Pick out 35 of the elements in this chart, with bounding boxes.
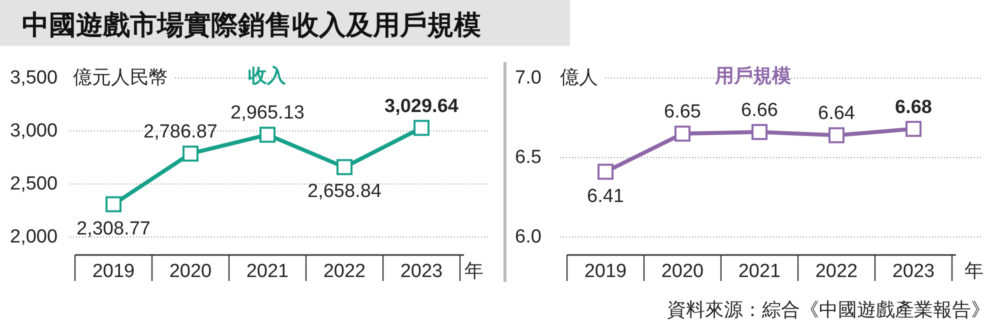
x-tick-label: 2019 xyxy=(584,261,627,282)
chart-title: 用戶規模 xyxy=(714,65,791,87)
x-axis-title: 年 xyxy=(464,261,484,282)
text: 中國遊戲市場實際銷售收入及用戶規模 xyxy=(22,10,481,40)
text: 6.66 xyxy=(741,100,778,122)
x-tick-label: 2021 xyxy=(738,261,781,282)
source-note: 資料來源：綜合《中國遊戲產業報告》 xyxy=(667,300,990,321)
y-tick-label: 6.5 xyxy=(515,147,542,168)
text: 2,658.84 xyxy=(308,181,382,202)
y-tick-label: 7.0 xyxy=(515,68,542,88)
y-axis-title: 億人 xyxy=(560,68,598,88)
text: 2,965.13 xyxy=(230,102,304,124)
x-tick-label: 2020 xyxy=(169,261,212,282)
x-tick-label: 2023 xyxy=(400,261,443,282)
y-tick-label: 3,000 xyxy=(10,120,58,142)
text: 2,786.87 xyxy=(144,122,218,143)
text: 3,029.64 xyxy=(384,96,458,117)
x-tick-label: 2021 xyxy=(246,261,289,282)
text: 2,308.77 xyxy=(76,218,150,240)
y-tick-label: 6.0 xyxy=(515,226,542,248)
x-tick-label: 2022 xyxy=(815,261,858,282)
text: 6.68 xyxy=(895,96,932,118)
x-axis-title: 年 xyxy=(964,261,984,282)
y-tick-label: 2,000 xyxy=(10,226,58,248)
text: 6.41 xyxy=(587,186,624,207)
y-tick-label: 2,500 xyxy=(10,174,58,194)
y-axis-title: 億元人民幣 xyxy=(73,68,168,88)
x-tick-label: 2019 xyxy=(92,261,135,282)
x-tick-label: 2020 xyxy=(661,261,704,282)
x-tick-label: 2022 xyxy=(323,261,366,282)
chart-title: 收入 xyxy=(248,65,287,87)
text: 6.64 xyxy=(818,103,855,124)
text: 6.65 xyxy=(664,102,701,123)
y-tick-label: 3,500 xyxy=(10,68,58,88)
x-tick-label: 2023 xyxy=(892,261,935,282)
